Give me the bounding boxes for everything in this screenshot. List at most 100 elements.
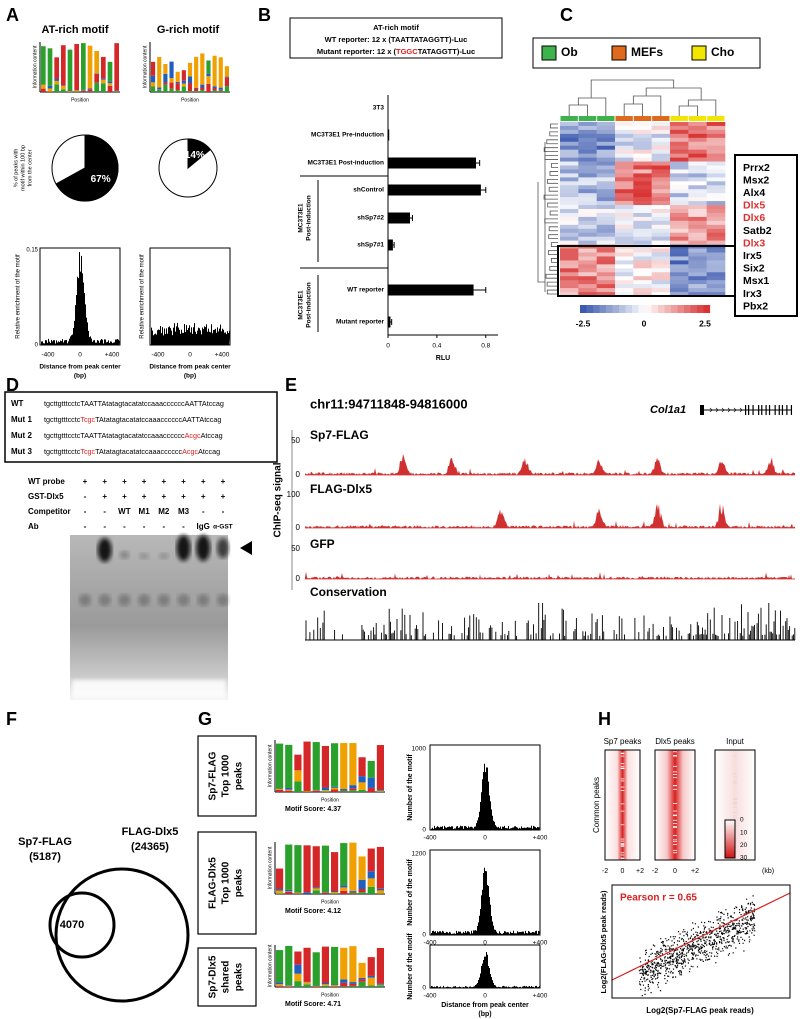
logo-glyph xyxy=(87,88,93,90)
gene-strand xyxy=(739,407,743,413)
heatmap-cell xyxy=(706,205,726,210)
logo-glyph xyxy=(340,947,348,980)
logo-glyph xyxy=(47,85,53,89)
logo-glyph xyxy=(358,789,366,792)
y-tick-label: 0 xyxy=(35,343,39,349)
y-tick-label: 0 xyxy=(422,932,426,939)
heatmap-cell xyxy=(615,145,634,150)
heatmap-cell xyxy=(670,268,689,273)
logo-glyph xyxy=(321,946,329,984)
panel-label: C xyxy=(560,5,573,25)
heatmap-cell xyxy=(596,173,616,178)
dendrogram xyxy=(623,95,662,116)
heatmap-cell xyxy=(651,256,671,261)
heatmap-cell xyxy=(633,189,652,194)
heatmap-cell xyxy=(633,141,652,147)
logo-glyph xyxy=(321,984,329,986)
heatmap-cell xyxy=(688,288,707,293)
colorbar-cell xyxy=(593,305,600,313)
heatmap-cell xyxy=(651,209,671,214)
heatmap-row xyxy=(620,838,625,840)
heatmap-cell xyxy=(615,248,634,253)
column-label: Input xyxy=(726,737,745,746)
heatmap-cell xyxy=(615,149,634,154)
heatmap-cell xyxy=(688,161,707,166)
sample-bar xyxy=(707,116,725,121)
colorbar-cell xyxy=(690,305,698,313)
axis-label: % of peaks with xyxy=(13,149,19,188)
heatmap-cell xyxy=(688,205,707,210)
heatmap-cell xyxy=(596,177,616,182)
row-label: FLAG-Dlx5 xyxy=(208,857,219,909)
heatmap-cell xyxy=(706,185,726,190)
heatmap-cell xyxy=(560,228,579,234)
gene-label: Prrx2 xyxy=(743,162,770,174)
gel-image xyxy=(70,535,228,700)
heatmap-cell xyxy=(615,153,634,158)
heatmap-cell xyxy=(706,252,726,257)
heatmap-cell xyxy=(633,276,652,281)
logo-glyph xyxy=(367,878,375,887)
heatmap-cell xyxy=(560,236,579,241)
logo-glyph xyxy=(47,48,53,86)
logo-glyph xyxy=(285,891,293,894)
heatmap-cell xyxy=(560,205,579,210)
heatmap-cell xyxy=(560,260,579,265)
heatmap-row xyxy=(620,753,625,755)
heatmap-cell xyxy=(560,276,579,281)
bar xyxy=(388,129,390,141)
heatmap-cell xyxy=(578,280,597,285)
heatmap-cell xyxy=(633,201,652,206)
logo-glyph xyxy=(321,787,329,791)
heatmap-cell xyxy=(688,185,707,190)
gene-name: Col1a1 xyxy=(650,404,686,416)
error-bar xyxy=(473,287,487,293)
heatmap-cell xyxy=(706,189,726,194)
heatmap-cell xyxy=(670,177,689,182)
y-tick-label: 1200 xyxy=(412,851,427,858)
heatmap-cell xyxy=(615,284,634,289)
heatmap-cell xyxy=(578,205,597,210)
heatmap-cell xyxy=(596,181,616,186)
row-label-box xyxy=(197,947,257,1007)
heatmap-cell xyxy=(633,161,652,166)
gel-band xyxy=(98,594,111,606)
heatmap-cell xyxy=(578,122,597,127)
heatmap-cell xyxy=(706,256,726,261)
logo-glyph xyxy=(358,757,366,777)
axis-label: (bp) xyxy=(478,1011,491,1018)
heatmap-cell xyxy=(651,193,671,198)
heatmap-cell xyxy=(670,149,689,154)
heatmap-cell xyxy=(560,232,579,237)
logo-glyph xyxy=(358,856,366,880)
heatmap-cell xyxy=(706,181,726,186)
logo-glyph xyxy=(294,770,302,782)
heatmap-cell xyxy=(633,169,652,174)
logo-glyph xyxy=(321,892,329,894)
logo-glyph xyxy=(358,962,366,978)
heatmap-cell xyxy=(560,292,579,297)
row-label: Top 1000 xyxy=(221,754,232,797)
heatmap-cell xyxy=(578,209,597,214)
heatmap-cell xyxy=(670,181,689,186)
heatmap-cell xyxy=(651,260,671,265)
data-label: 67% xyxy=(91,174,111,185)
heatmap-row xyxy=(733,797,737,799)
colorbar-cell xyxy=(664,305,672,313)
heatmap-row xyxy=(620,858,625,859)
logo-glyph xyxy=(303,892,311,894)
heatmap-cell xyxy=(560,284,579,289)
x-tick-label: +400 xyxy=(533,835,548,842)
heatmap-cell xyxy=(578,133,597,139)
gel-band xyxy=(176,535,191,561)
genomic-region: chr11:94711848-94816000 xyxy=(310,396,468,411)
x-tick-label: +400 xyxy=(215,352,230,359)
colorbar-cell xyxy=(619,305,626,313)
logo-glyph xyxy=(376,846,384,889)
lane-symbol: α-GST xyxy=(213,524,233,531)
logo-glyph xyxy=(194,91,199,92)
set-count: (24365) xyxy=(131,841,169,853)
heatmap-cell xyxy=(596,133,616,139)
track-label: Conservation xyxy=(310,585,387,599)
heatmap-row xyxy=(620,857,625,859)
